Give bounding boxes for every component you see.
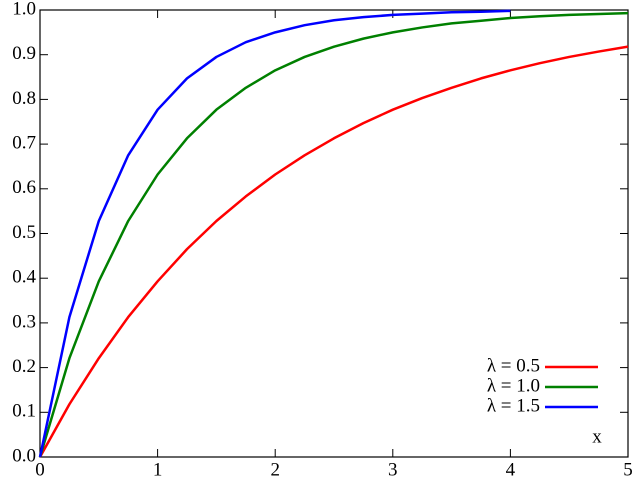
y-tick-label: 0.8 bbox=[12, 88, 36, 109]
y-tick-label: 0.7 bbox=[12, 132, 36, 153]
x-tick-label: 3 bbox=[388, 459, 398, 480]
x-tick-label: 0 bbox=[35, 459, 45, 480]
series-line bbox=[38, 9, 511, 458]
x-tick-label: 4 bbox=[506, 459, 516, 480]
y-tick-label: 0.6 bbox=[12, 177, 36, 198]
x-tick-label: 5 bbox=[623, 459, 633, 480]
y-tick-label: 0.3 bbox=[12, 311, 36, 332]
y-tick-label: 1.0 bbox=[12, 0, 36, 19]
series-line bbox=[38, 45, 629, 458]
series-line bbox=[38, 11, 629, 458]
y-tick-label: 0.0 bbox=[12, 445, 36, 466]
legend-label: λ = 1.5 bbox=[487, 395, 540, 416]
y-tick-label: 0.1 bbox=[12, 401, 36, 422]
legend-label: λ = 1.0 bbox=[487, 375, 540, 396]
x-axis-label: x bbox=[592, 426, 602, 447]
legend-label: λ = 0.5 bbox=[487, 355, 540, 376]
y-tick-label: 0.2 bbox=[12, 356, 36, 377]
x-tick-label: 2 bbox=[270, 459, 280, 480]
y-tick-label: 0.5 bbox=[12, 222, 36, 243]
y-tick-label: 0.9 bbox=[12, 43, 36, 64]
y-tick-label: 0.4 bbox=[12, 267, 36, 288]
x-tick-label: 1 bbox=[153, 459, 163, 480]
